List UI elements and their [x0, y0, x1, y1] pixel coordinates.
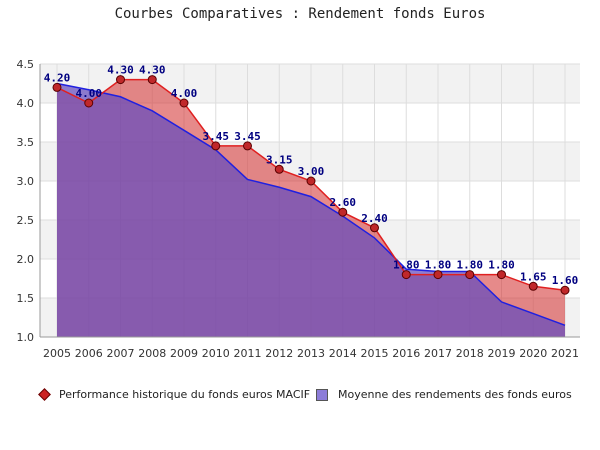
data-point-macif — [52, 82, 62, 92]
y-tick-label: 1.5 — [17, 292, 35, 305]
data-point-macif — [147, 75, 157, 85]
x-tick-label: 2005 — [43, 347, 71, 360]
data-point-macif — [560, 285, 570, 295]
legend-item-macif: Performance historique du fonds euros MA… — [38, 388, 311, 401]
data-point-macif — [306, 176, 316, 186]
y-tick-label: 4.0 — [17, 97, 35, 110]
x-tick-label: 2011 — [234, 347, 262, 360]
x-tick-label: 2019 — [488, 347, 516, 360]
x-tick-label: 2009 — [170, 347, 198, 360]
data-label-macif: 2.60 — [330, 196, 357, 209]
data-label-macif: 1.80 — [393, 259, 420, 272]
data-point-macif — [401, 270, 411, 280]
data-point-macif — [465, 270, 475, 280]
x-tick-label: 2007 — [107, 347, 135, 360]
data-point-macif — [179, 98, 189, 108]
x-tick-label: 2006 — [75, 347, 103, 360]
y-tick-label: 1.0 — [17, 331, 35, 344]
data-label-macif: 3.00 — [298, 165, 325, 178]
y-tick-label: 4.5 — [17, 58, 35, 71]
data-point-macif — [528, 281, 538, 291]
x-tick-label: 2018 — [456, 347, 484, 360]
diamond-icon — [38, 388, 51, 401]
legend-item-average: Moyenne des rendements des fonds euros — [316, 388, 572, 401]
legend-label-average: Moyenne des rendements des fonds euros — [338, 388, 572, 401]
data-label-macif: 1.80 — [425, 259, 452, 272]
data-label-macif: 4.30 — [139, 64, 166, 77]
data-label-macif: 2.40 — [361, 212, 388, 225]
line-average — [56, 82, 566, 327]
data-label-macif: 1.60 — [552, 274, 579, 287]
data-label-macif: 3.45 — [234, 130, 261, 143]
data-label-macif: 1.80 — [488, 259, 515, 272]
x-tick-label: 2017 — [424, 347, 452, 360]
data-point-macif — [370, 223, 379, 233]
data-point-macif — [243, 141, 252, 151]
data-point-macif — [116, 75, 125, 85]
data-label-macif: 3.15 — [266, 153, 293, 166]
y-tick-label: 3.0 — [17, 175, 35, 188]
data-label-macif: 4.30 — [107, 64, 134, 77]
data-label-macif: 4.00 — [171, 87, 198, 100]
legend-label-macif: Performance historique du fonds euros MA… — [59, 388, 311, 401]
x-tick-label: 2012 — [265, 347, 293, 360]
square-icon — [316, 388, 328, 401]
x-tick-label: 2021 — [551, 347, 579, 360]
data-label-macif: 3.45 — [203, 130, 230, 143]
data-point-macif — [433, 270, 443, 280]
data-label-macif: 1.65 — [520, 270, 547, 283]
x-tick-label: 2010 — [202, 347, 230, 360]
x-tick-label: 2015 — [361, 347, 389, 360]
x-tick-label: 2016 — [392, 347, 420, 360]
y-tick-label: 3.5 — [17, 136, 35, 149]
data-point-macif — [497, 270, 506, 280]
x-tick-label: 2014 — [329, 347, 357, 360]
data-point-macif — [338, 207, 348, 217]
y-tick-label: 2.5 — [17, 214, 35, 227]
x-tick-label: 2008 — [138, 347, 166, 360]
x-tick-label: 2013 — [297, 347, 325, 360]
y-tick-label: 2.0 — [17, 253, 35, 266]
x-tick-label: 2020 — [519, 347, 547, 360]
chart-title: Courbes Comparatives : Rendement fonds E… — [114, 6, 486, 22]
data-point-macif — [84, 98, 94, 108]
data-label-macif: 1.80 — [457, 259, 484, 272]
data-point-macif — [211, 141, 221, 151]
data-point-macif — [274, 164, 284, 174]
data-label-macif: 4.00 — [76, 87, 103, 100]
data-label-macif: 4.20 — [44, 71, 71, 84]
